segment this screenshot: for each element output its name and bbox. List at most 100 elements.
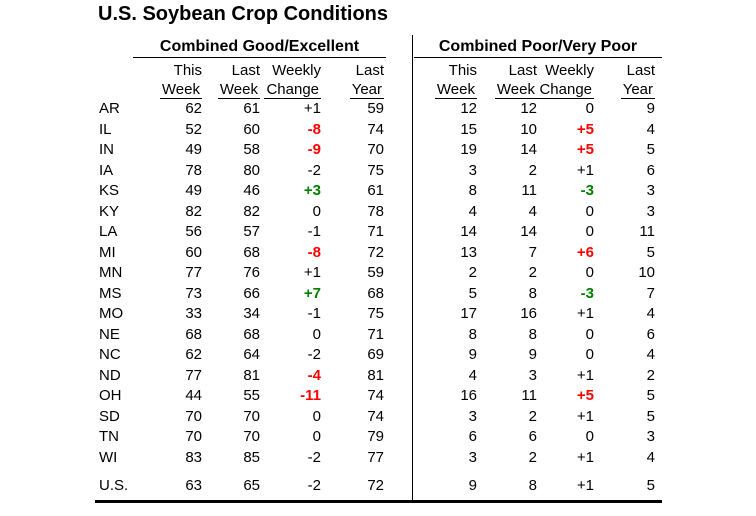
good-weekly-change-value: -11 [300, 387, 321, 404]
poor-weekly-change-value: 0 [585, 100, 594, 117]
poor-last-year-value: 5 [646, 477, 655, 494]
state-label: IN [99, 141, 114, 158]
poor-last-year-value: 4 [646, 305, 655, 322]
good-weekly-change-value: -8 [307, 120, 321, 138]
state-label: KS [99, 182, 120, 199]
good-this-week-value: 62 [185, 346, 202, 363]
good-weekly-change-value: 0 [312, 325, 321, 343]
good-lastyear-header-2: Year [321, 80, 384, 99]
table-row: IN 49 58 -9 70 19 14 +5 5 [99, 140, 655, 161]
good-weekly-change-value: -8 [307, 243, 321, 261]
section-underline-left [133, 57, 386, 58]
poor-weekly-change-value: +1 [576, 448, 594, 466]
poor-this-week-value: 12 [460, 100, 477, 117]
poor-last-year-value: 5 [646, 141, 655, 158]
section-header-good-excellent: Combined Good/Excellent [159, 38, 360, 55]
poor-last-year-value: 6 [646, 161, 655, 179]
good-this-week-value: 68 [185, 325, 202, 343]
state-label: SD [99, 407, 120, 425]
good-weekly-change-value: +3 [303, 182, 321, 199]
poor-weekly-header-2: Change [537, 80, 594, 99]
good-this-week-value: 70 [185, 407, 202, 425]
table-body: AR 62 61 +1 59 12 12 0 9 IL 52 60 -8 74 15 10 +5 4 IN 49 58-… [99, 99, 655, 468]
good-last-year-value: 78 [367, 202, 384, 220]
us-total-row-container: U.S. 63 65 -2 72 9 8 +1 5 [99, 476, 655, 497]
poor-this-week-value: 15 [460, 120, 477, 138]
section-header-poor-verypoor: Combined Poor/Very Poor [438, 38, 638, 55]
poor-this-week-value: 4 [468, 202, 477, 220]
poor-last-year-value: 3 [646, 428, 655, 445]
poor-last-year-value: 3 [646, 202, 655, 220]
poor-weekly-change-value: 0 [585, 202, 594, 220]
poor-last-year-value: 4 [646, 120, 655, 138]
poor-weekly-header-1: Weekly [545, 62, 594, 79]
poor-this-week-value: 16 [460, 387, 477, 404]
good-weekly-change-value: -9 [307, 141, 321, 158]
good-last-year-value: 74 [367, 120, 384, 138]
poor-last-week-value: 16 [520, 305, 537, 322]
poor-last-week-value: 8 [528, 325, 537, 343]
underlined-header-label: Week [159, 81, 202, 99]
poor-last-week-value: 4 [528, 202, 537, 220]
good-this-week-value: 77 [185, 366, 202, 384]
poor-weekly-change-value: +5 [576, 141, 594, 158]
good-this-week-value: 73 [185, 284, 202, 302]
good-last-week-value: 57 [243, 223, 260, 240]
good-last-year-value: 75 [367, 305, 384, 322]
poor-this-week-value: 9 [468, 346, 477, 363]
table-row: AR 62 61 +1 59 12 12 0 9 [99, 99, 655, 120]
poor-last-week-value: 8 [528, 477, 537, 494]
good-last-year-value: 69 [367, 346, 384, 363]
state-column-header [99, 61, 146, 80]
state-label: WI [99, 448, 118, 466]
table-row: MN 77 76 +1 59 2 2 0 10 [99, 263, 655, 284]
poor-lastyear-header-2: Year [594, 80, 655, 99]
table-row: MO 33 34 -1 75 17 16 +1 4 [99, 304, 655, 325]
good-weekly-change-value: -2 [307, 346, 321, 363]
good-this-week-value: 44 [185, 387, 202, 404]
good-lastyear-header-1: Last [355, 62, 384, 79]
poor-this-week-value: 8 [468, 325, 477, 343]
table-row: U.S. 63 65 -2 72 9 8 +1 5 [99, 476, 655, 497]
poor-last-week-value: 14 [520, 223, 537, 240]
good-last-year-value: 79 [367, 428, 384, 445]
poor-weekly-change-value: +1 [576, 366, 594, 384]
good-this-week-value: 52 [185, 120, 202, 138]
good-last-year-value: 81 [367, 366, 384, 384]
good-weekly-change-value: -2 [307, 477, 321, 494]
good-last-week-value: 46 [243, 182, 260, 199]
poor-last-year-value: 3 [646, 182, 655, 199]
good-last-year-value: 59 [367, 100, 384, 117]
good-last-week-value: 65 [243, 477, 260, 494]
poor-this-week-value: 6 [468, 428, 477, 445]
poor-weekly-change-value: -3 [580, 182, 594, 199]
poor-this-week-value: 14 [460, 223, 477, 240]
poor-last-week-value: 3 [528, 366, 537, 384]
poor-weekly-change-value: 0 [585, 346, 594, 363]
good-this-week-value: 49 [185, 182, 202, 199]
poor-weekly-change-value: 0 [585, 428, 594, 445]
poor-this-week-value: 3 [468, 448, 477, 466]
good-weekly-change-value: 0 [312, 202, 321, 220]
state-label: MI [99, 243, 116, 261]
poor-last-week-value: 2 [528, 161, 537, 179]
good-last-year-value: 61 [367, 182, 384, 199]
poor-last-week-value: 10 [520, 120, 537, 138]
poor-last-week-value: 8 [528, 284, 537, 302]
good-this-week-value: 56 [185, 223, 202, 240]
poor-last-week-value: 2 [528, 448, 537, 466]
poor-weekly-change-value: +1 [576, 477, 594, 494]
good-last-year-value: 59 [367, 264, 384, 281]
section-divider-line [412, 35, 413, 502]
poor-last-week-value: 12 [520, 100, 537, 117]
good-last-year-value: 68 [367, 284, 384, 302]
table-row: WI 83 85 -2 77 3 2 +1 4 [99, 448, 655, 469]
poor-last-week-value: 11 [521, 182, 537, 199]
good-this-week-value: 77 [185, 264, 202, 281]
poor-this-week-value: 3 [468, 407, 477, 425]
poor-this-week-value: 17 [460, 305, 477, 322]
underlined-header-label: Week [434, 81, 477, 99]
underlined-header-label: Change [264, 81, 321, 99]
poor-last-year-value: 10 [638, 264, 655, 281]
table-row: KY 82 82 0 78 4 4 0 3 [99, 202, 655, 223]
